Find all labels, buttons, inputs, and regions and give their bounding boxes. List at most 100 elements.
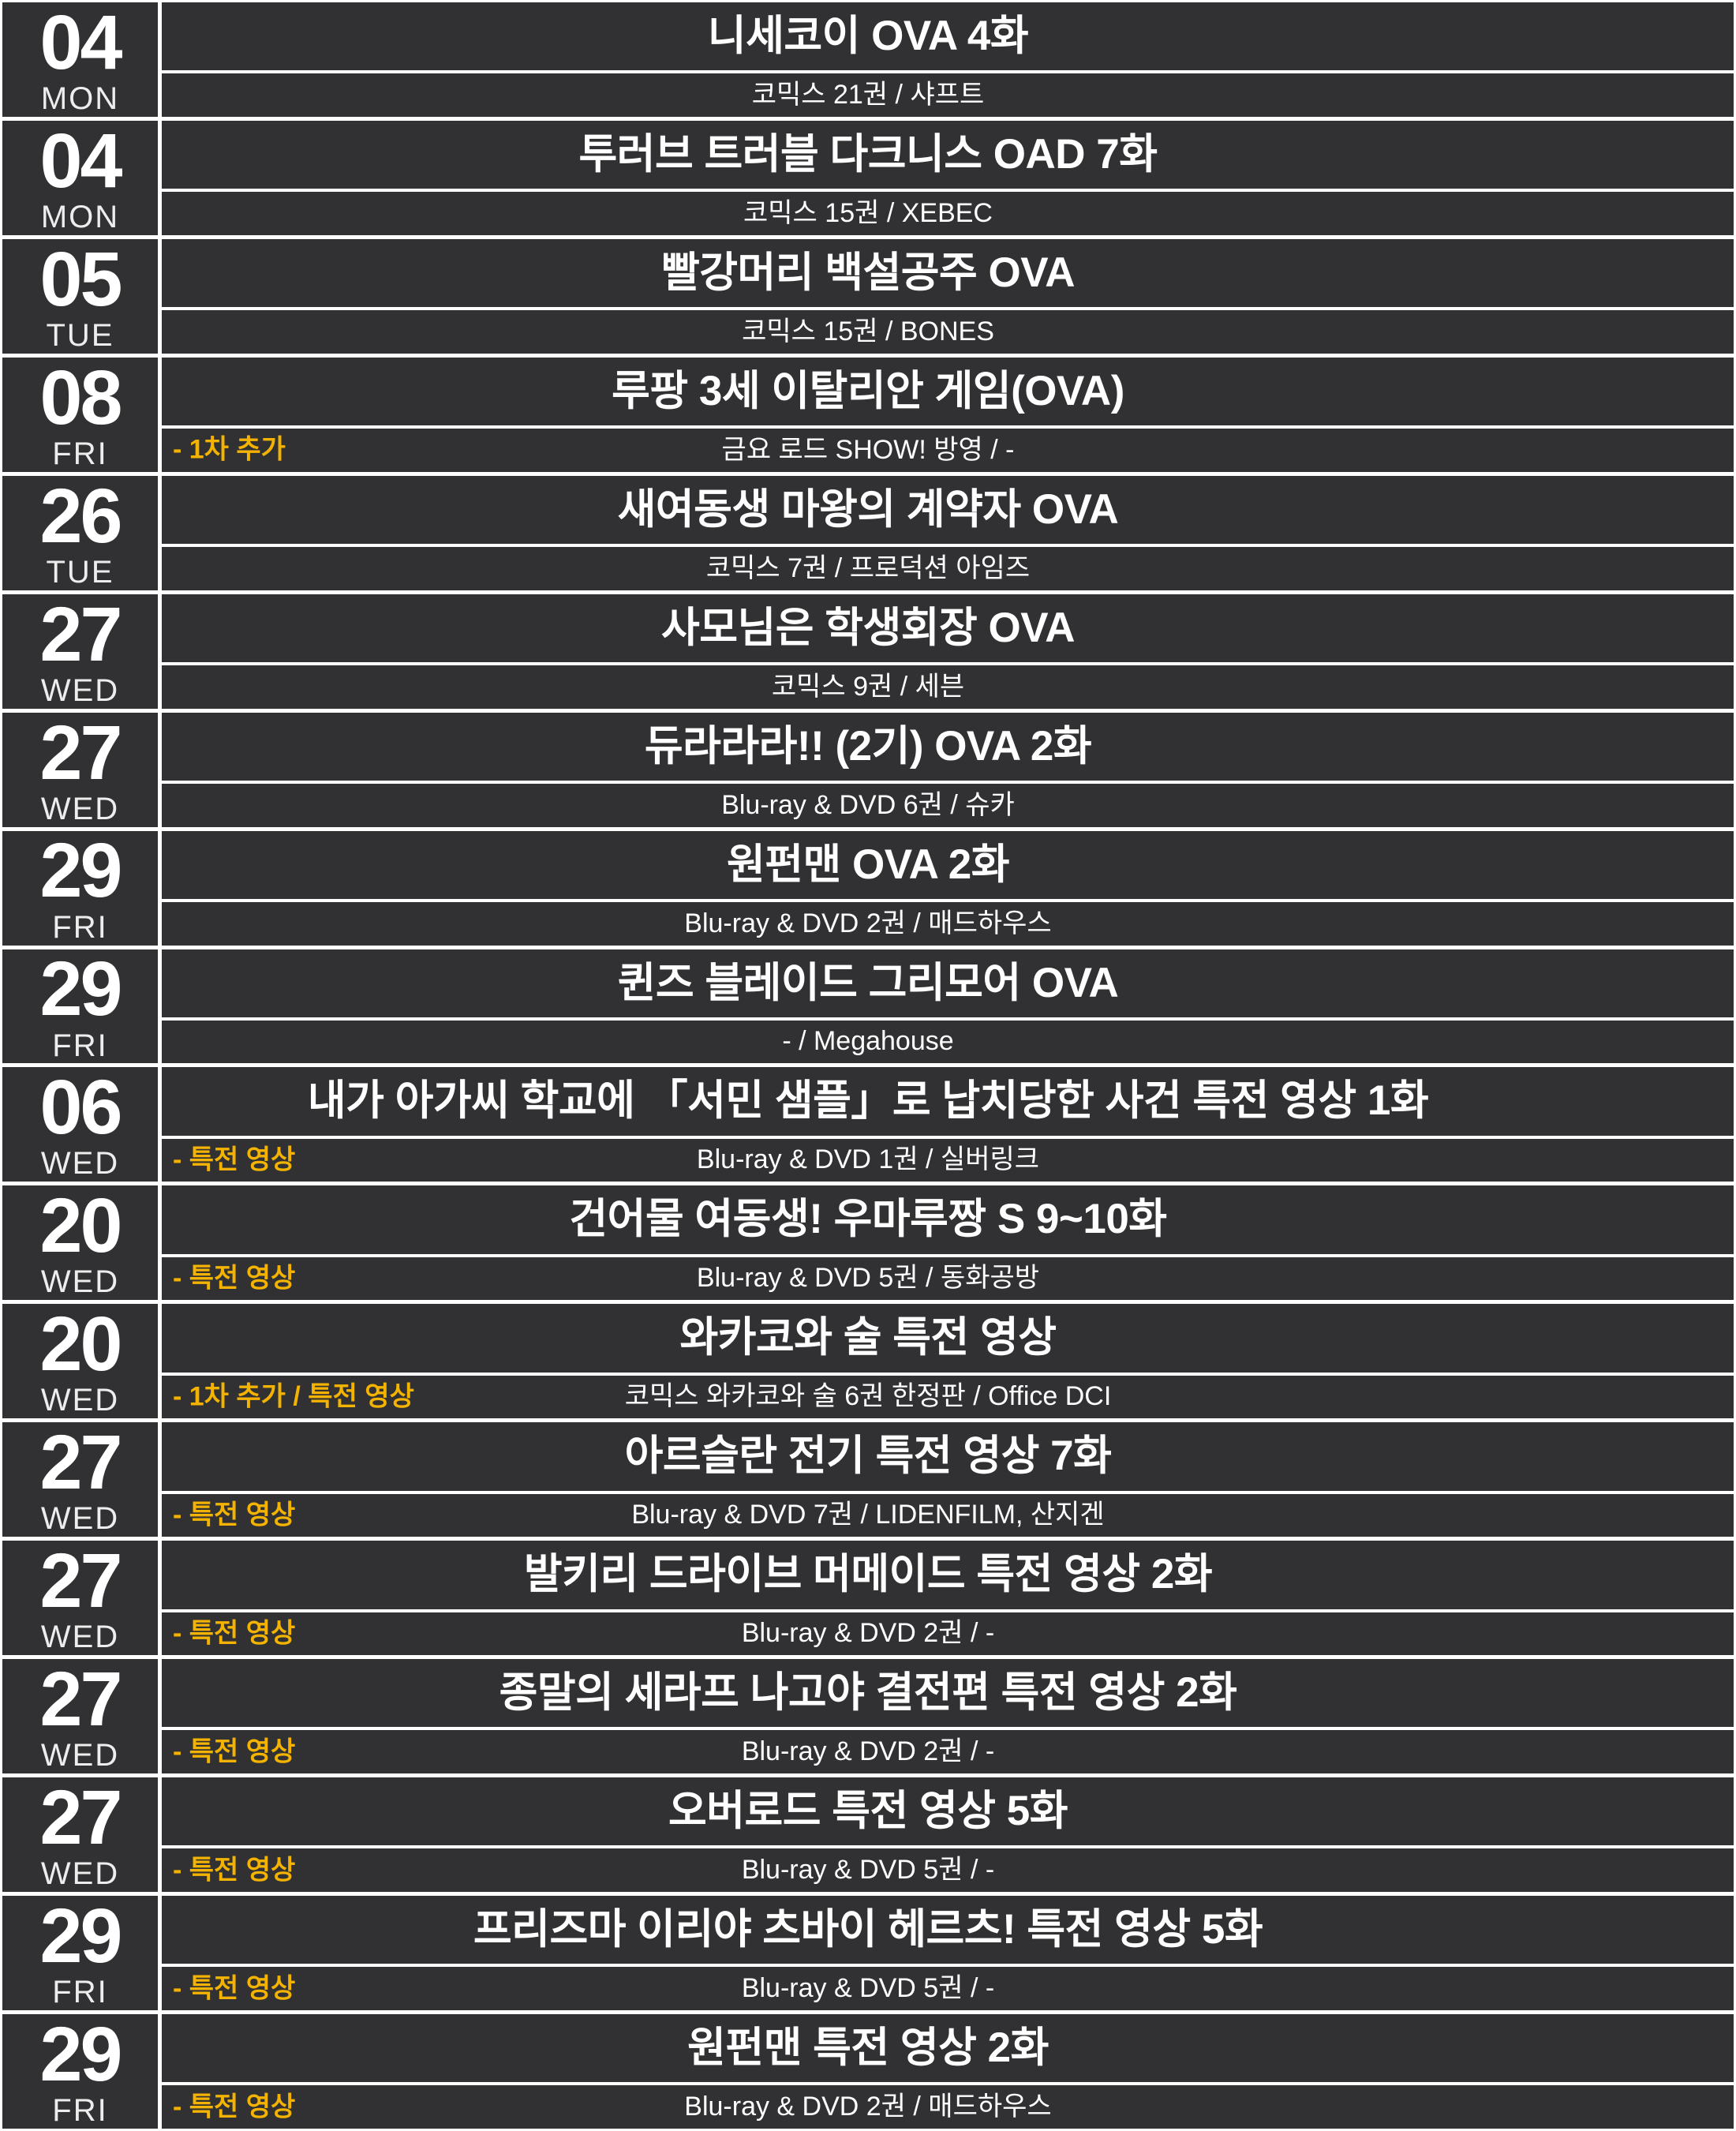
- row-divider: [162, 1609, 1734, 1612]
- date-number: 26: [39, 475, 123, 559]
- row-divider: [162, 1727, 1734, 1731]
- day-label: MON: [40, 199, 120, 234]
- day-label: WED: [40, 1856, 120, 1892]
- date-cell: 27 WED: [2, 1777, 162, 1892]
- date-cell: 29 FRI: [2, 830, 162, 946]
- release-title: 퀸즈 블레이드 그리모어 OVA: [617, 959, 1119, 1006]
- row-divider: [162, 1253, 1734, 1257]
- release-note-tag: - 1차 추가 / 특전 영상: [173, 1381, 414, 1412]
- release-title: 니세코이 OVA 4화: [707, 13, 1029, 60]
- release-info-zone: 코믹스 15권 / XEBEC: [2, 192, 1734, 235]
- day-label: TUE: [46, 317, 114, 353]
- release-title-zone: 오버로드 특전 영상 5화: [2, 1777, 1734, 1846]
- release-title: 사모님은 학생회장 OVA: [661, 604, 1075, 651]
- row-divider: [162, 1490, 1734, 1494]
- release-title-zone: 내가 아가씨 학교에 「서민 샘플」로 납치당한 사건 특전 영상 1화: [2, 1067, 1734, 1136]
- release-info-zone: - 특전 영상 Blu-ray & DVD 5권 / 동화공방: [2, 1257, 1734, 1301]
- date-number: 29: [39, 949, 123, 1032]
- schedule-row: 내가 아가씨 학교에 「서민 샘플」로 납치당한 사건 특전 영상 1화 - 특전…: [2, 1067, 1734, 1182]
- release-title: 투러브 트러블 다크니스 OAD 7화: [578, 130, 1158, 178]
- date-number: 27: [39, 1659, 123, 1743]
- release-info-zone: 코믹스 7권 / 프로덕션 아임즈: [2, 547, 1734, 590]
- release-title-zone: 건어물 여동생! 우마루짱 S 9~10화: [2, 1185, 1734, 1254]
- row-divider: [162, 1135, 1734, 1139]
- schedule-row: 새여동생 마왕의 계약자 OVA 코믹스 7권 / 프로덕션 아임즈 26 TUE: [2, 475, 1734, 590]
- release-source: Blu-ray & DVD 7권 / LIDENFILM, 산지겐: [631, 1500, 1105, 1530]
- release-info-zone: - 특전 영상 Blu-ray & DVD 7권 / LIDENFILM, 산지겐: [2, 1493, 1734, 1537]
- release-info-zone: - 1차 추가 금요 로드 SHOW! 방영 / -: [2, 429, 1734, 472]
- schedule-row: 건어물 여동생! 우마루짱 S 9~10화 - 특전 영상 Blu-ray & DV…: [2, 1185, 1734, 1301]
- schedule-row: 사모님은 학생회장 OVA 코믹스 9권 / 세븐 27 WED: [2, 594, 1734, 709]
- date-cell: 05 TUE: [2, 238, 162, 354]
- day-label: FRI: [52, 909, 108, 945]
- date-cell: 27 WED: [2, 594, 162, 709]
- date-cell: 06 WED: [2, 1067, 162, 1182]
- date-cell: 29 FRI: [2, 949, 162, 1064]
- release-info-zone: - 특전 영상 Blu-ray & DVD 2권 / 매드하우스: [2, 2085, 1734, 2129]
- release-title: 건어물 여동생! 우마루짱 S 9~10화: [569, 1196, 1167, 1243]
- release-title-zone: 원펀맨 특전 영상 2화: [2, 2013, 1734, 2083]
- release-source: 금요 로드 SHOW! 방영 / -: [721, 434, 1015, 465]
- date-number: 27: [39, 1541, 123, 1624]
- date-number: 08: [39, 357, 123, 440]
- release-title: 듀라라라!! (2기) OVA 2화: [644, 722, 1092, 770]
- release-note-tag: - 특전 영상: [173, 1144, 296, 1175]
- release-title-zone: 아르슬란 전기 특전 영상 7화: [2, 1422, 1734, 1491]
- day-label: FRI: [52, 1028, 108, 1063]
- date-cell: 20 WED: [2, 1185, 162, 1301]
- release-info-zone: Blu-ray & DVD 6권 / 슈카: [2, 783, 1734, 827]
- schedule-row: 아르슬란 전기 특전 영상 7화 - 특전 영상 Blu-ray & DVD 7권 …: [2, 1422, 1734, 1537]
- date-number: 04: [39, 120, 123, 204]
- release-title: 발키리 드라이브 머메이드 특전 영상 2화: [523, 1551, 1213, 1598]
- release-title: 원펀맨 OVA 2화: [727, 841, 1009, 888]
- release-info-zone: - 특전 영상 Blu-ray & DVD 1권 / 실버링크: [2, 1138, 1734, 1182]
- day-label: MON: [40, 81, 120, 117]
- day-label: FRI: [52, 2092, 108, 2128]
- release-note-tag: - 특전 영상: [173, 1736, 296, 1767]
- schedule-row: 와카코와 술 특전 영상 - 1차 추가 / 특전 영상 코믹스 와카코와 술 6권…: [2, 1304, 1734, 1419]
- release-title: 와카코와 술 특전 영상: [679, 1314, 1057, 1361]
- release-note-tag: - 특전 영상: [173, 1972, 296, 2003]
- release-source: 코믹스 와카코와 술 6권 한정판 / Office DCI: [624, 1381, 1112, 1412]
- row-divider: [162, 898, 1734, 902]
- release-note-tag: - 특전 영상: [173, 1263, 296, 1294]
- release-title-zone: 프리즈마 이리야 츠바이 헤르츠! 특전 영상 5화: [2, 1896, 1734, 1964]
- release-title-zone: 와카코와 술 특전 영상: [2, 1304, 1734, 1373]
- date-cell: 27 WED: [2, 1659, 162, 1774]
- release-info-zone: - / Megahouse: [2, 1020, 1734, 1064]
- date-number: 06: [39, 1067, 123, 1151]
- day-label: WED: [40, 672, 120, 708]
- release-source: 코믹스 21권 / 샤프트: [751, 79, 985, 110]
- release-info-zone: - 특전 영상 Blu-ray & DVD 5권 / -: [2, 1848, 1734, 1892]
- release-source: Blu-ray & DVD 2권 / -: [741, 1618, 995, 1649]
- schedule-row: 프리즈마 이리야 츠바이 헤르츠! 특전 영상 5화 - 특전 영상 Blu-ray…: [2, 1896, 1734, 2010]
- release-title-zone: 사모님은 학생회장 OVA: [2, 594, 1734, 663]
- release-note-tag: - 특전 영상: [173, 1855, 296, 1886]
- date-cell: 04 MON: [2, 120, 162, 235]
- date-number: 29: [39, 2013, 123, 2097]
- day-label: FRI: [52, 436, 108, 471]
- release-title: 아르슬란 전기 특전 영상 7화: [624, 1433, 1112, 1480]
- row-divider: [162, 780, 1734, 784]
- schedule-row: 원펀맨 OVA 2화 Blu-ray & DVD 2권 / 매드하우스 29 FRI: [2, 830, 1734, 946]
- date-cell: 04 MON: [2, 2, 162, 117]
- schedule-row: 종말의 세라프 나고야 결전편 특전 영상 2화 - 특전 영상 Blu-ray &…: [2, 1659, 1734, 1774]
- date-cell: 27 WED: [2, 712, 162, 827]
- date-number: 20: [39, 1185, 123, 1269]
- schedule-row: 원펀맨 특전 영상 2화 - 특전 영상 Blu-ray & DVD 2권 / 매드…: [2, 2013, 1734, 2129]
- release-source: Blu-ray & DVD 5권 / 동화공방: [696, 1263, 1040, 1294]
- release-source: Blu-ray & DVD 5권 / -: [741, 1972, 995, 2003]
- date-number: 04: [39, 2, 123, 85]
- release-info-zone: - 특전 영상 Blu-ray & DVD 2권 / -: [2, 1730, 1734, 1774]
- date-cell: 27 WED: [2, 1422, 162, 1537]
- date-number: 29: [39, 1896, 123, 1979]
- release-source: Blu-ray & DVD 1권 / 실버링크: [696, 1144, 1040, 1175]
- release-title: 원펀맨 특전 영상 2화: [687, 2024, 1049, 2071]
- release-source: Blu-ray & DVD 2권 / 매드하우스: [684, 2091, 1052, 2122]
- release-note-tag: - 1차 추가: [173, 434, 286, 465]
- date-cell: 08 FRI: [2, 357, 162, 472]
- release-title-zone: 투러브 트러블 다크니스 OAD 7화: [2, 120, 1734, 189]
- date-cell: 26 TUE: [2, 475, 162, 590]
